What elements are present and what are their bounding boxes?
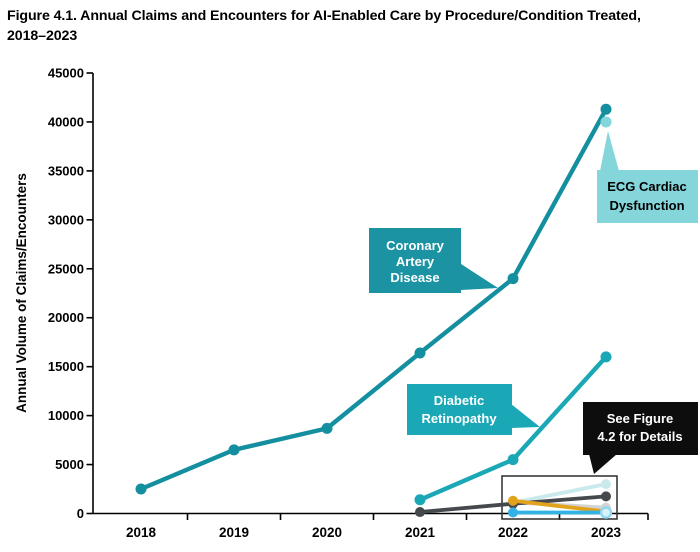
callout-ecg: ECG Cardiac Dysfunction [597,131,698,223]
detail-box [501,475,618,520]
callout-see-figure-box [583,402,698,455]
series-diabetic-retinopathy-point [600,351,612,363]
y-tick-label: 25000 [48,261,84,276]
x-tick-label: 2022 [498,525,528,540]
axis-tick-labels: 0 5000 10000 15000 20000 25000 30000 35000 40000… [48,66,622,541]
series-coronary-artery-disease-point [321,422,333,434]
series-coronary-artery-disease-point [228,444,240,456]
callout-coronary-pointer [461,264,498,290]
y-tick-label: 20000 [48,310,84,325]
callout-ecg-pointer [600,131,619,171]
y-tick-label: 45000 [48,66,84,81]
callout-coronary-text: Disease [390,270,439,285]
series-ecg-cardiac-dysfunction-point [600,116,612,128]
callout-coronary-text: Artery [396,254,435,269]
series-unlabeled-pale-cyan-point [601,479,611,490]
callout-see-figure-text: See Figure [607,411,673,426]
series-unlabeled-dark-gray-point [415,507,425,518]
series-coronary-artery-disease-point [135,483,147,495]
callout-ecg-text: ECG Cardiac [607,179,686,194]
series-unlabeled-sky-blue [508,506,613,519]
y-tick-label: 35000 [48,163,84,178]
x-tick-label: 2019 [219,525,249,540]
x-tick-label: 2023 [591,525,622,540]
y-tick-label: 40000 [48,114,84,129]
y-tick-label: 5000 [55,457,84,472]
callout-see-figure-pointer [589,454,617,474]
series-unlabeled-pale-cyan-line [511,482,608,505]
series-coronary-artery-disease-point [600,103,612,115]
series-ecg-cardiac-dysfunction [600,116,612,128]
figure-title: Figure 4.1. Annual Claims and Encounters… [7,6,697,46]
series-coronary-artery-disease-point [414,347,426,359]
x-tick-label: 2018 [126,525,157,540]
callout-ecg-text: Dysfunction [609,198,684,213]
series-unlabeled-orange-point [508,495,518,506]
y-axis-title: Annual Volume of Claims/Encounters [14,173,29,413]
callout-ecg-box [597,170,698,223]
x-tick-label: 2021 [405,525,436,540]
y-tick-label: 10000 [48,408,84,423]
figure-title-line2: 2018–2023 [7,28,78,45]
callout-diabetic-text: Retinopathy [421,411,497,426]
callout-see-figure: See Figure 4.2 for Details [583,402,698,474]
series-coronary-artery-disease [135,103,612,495]
y-tick-label: 30000 [48,212,84,227]
x-tick-label: 2020 [312,525,342,540]
callout-coronary-box [369,228,461,293]
figure-title-line1: Figure 4.1. Annual Claims and Encounters… [7,8,641,24]
callout-diabetic: Diabetic Retinopathy [407,384,540,435]
series-diabetic-retinopathy [414,351,612,506]
callout-see-figure-text: 4.2 for Details [597,429,682,444]
series-diabetic-retinopathy-point [507,454,519,466]
y-tick-label: 0 [77,506,84,521]
callout-diabetic-box [407,384,512,435]
callout-coronary-text: Coronary [386,238,445,253]
axes [86,72,649,520]
series-coronary-artery-disease-point [507,273,519,285]
series-unlabeled-orange-line [511,498,608,514]
y-tick-label: 15000 [48,359,84,374]
series-diabetic-retinopathy-point [414,494,426,506]
series-coronary-artery-disease-line [138,107,609,492]
series-unlabeled-sky-blue-point [599,506,613,519]
callout-diabetic-pointer [511,404,540,428]
callout-diabetic-text: Diabetic [434,393,485,408]
series-unlabeled-sky-blue-point [508,507,518,518]
series-unlabeled-dark-gray-point [601,491,611,502]
